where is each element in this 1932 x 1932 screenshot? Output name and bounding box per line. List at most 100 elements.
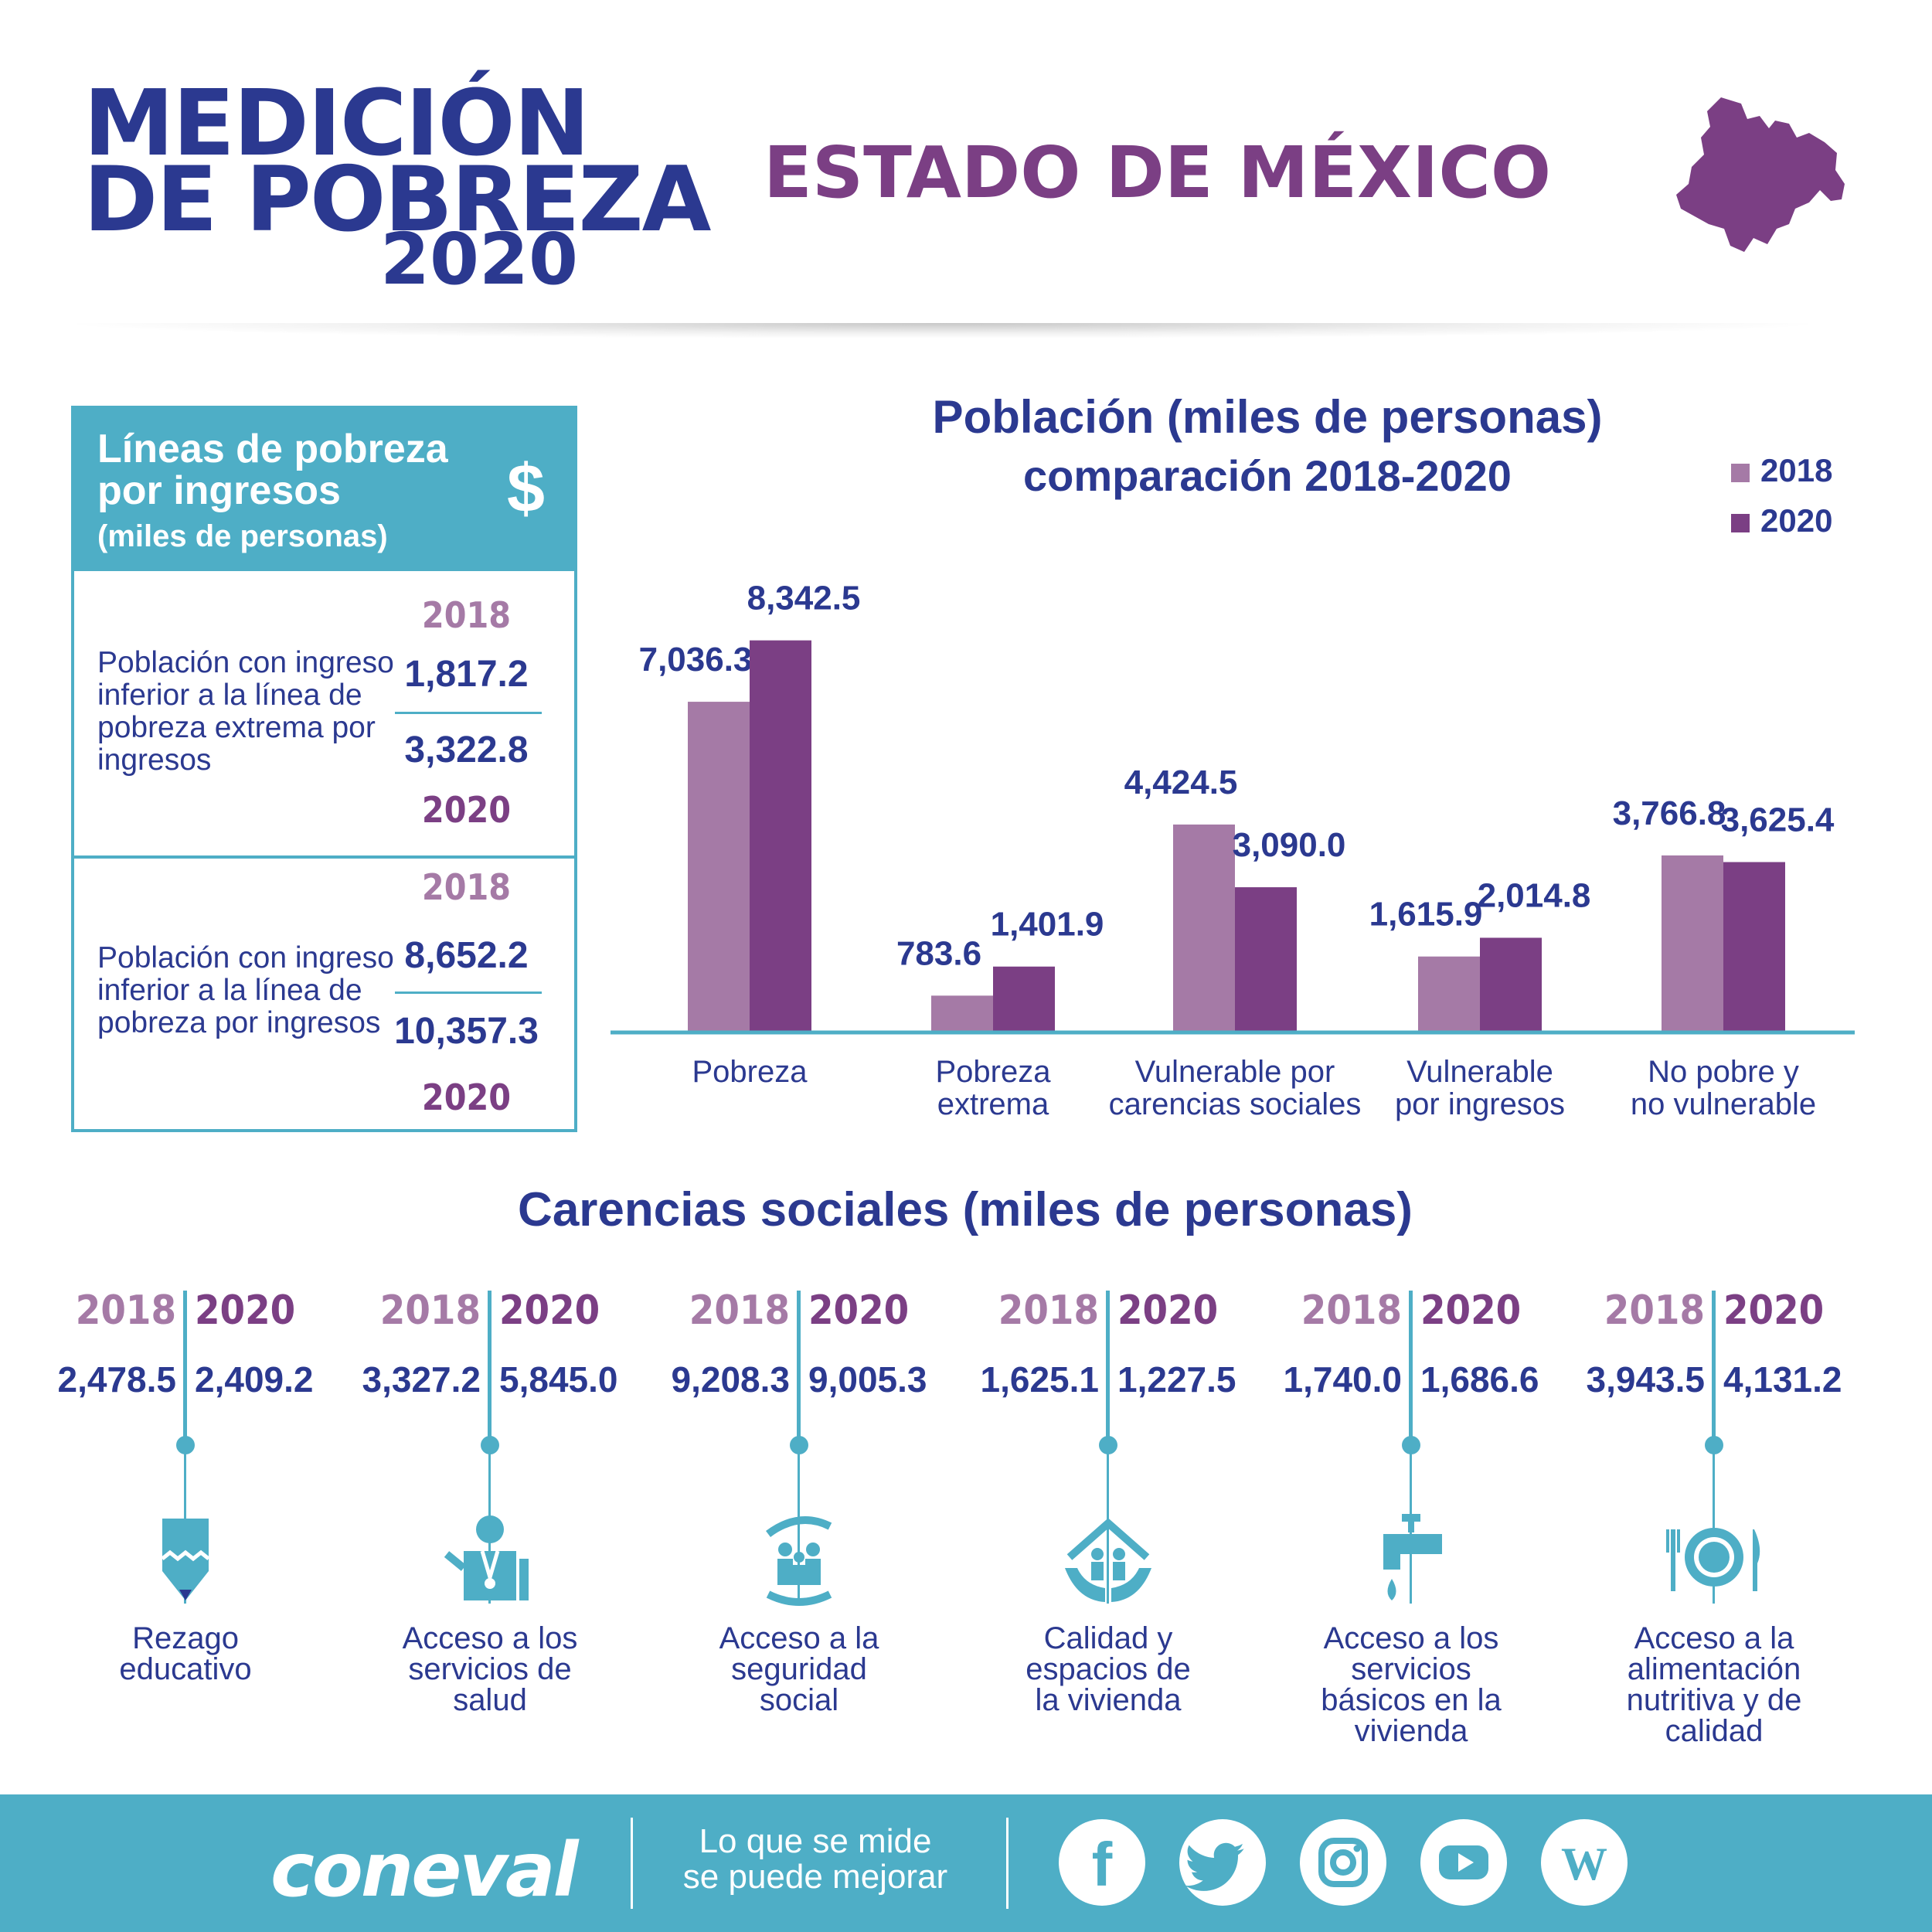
carencia-name-line: básicos en la bbox=[1321, 1683, 1502, 1717]
bar-2020-1 bbox=[750, 640, 811, 1032]
carencia-name-line: salud bbox=[453, 1683, 527, 1717]
carencia-name-line: seguridad bbox=[731, 1652, 867, 1686]
carencia-year-2018: 2018 bbox=[379, 1287, 481, 1334]
bar-2018-1 bbox=[688, 702, 750, 1032]
svg-text:f: f bbox=[1092, 1830, 1113, 1899]
category-label-5: no vulnerable bbox=[1631, 1087, 1816, 1121]
carencia-6: 2018 2020 3,943.5 4,131.2 Acceso a la aliment… bbox=[1560, 1283, 1869, 1762]
carencia-value-2018: 3,327.2 bbox=[362, 1359, 481, 1400]
house-hands-icon bbox=[1065, 1518, 1151, 1602]
youtube-icon[interactable] bbox=[1420, 1819, 1507, 1906]
carencia-name-line: social bbox=[759, 1683, 839, 1717]
carencia-name-line: Acceso a la bbox=[719, 1621, 879, 1655]
income-year-2020: 2020 bbox=[421, 789, 512, 831]
carencia-name: Acceso a los servicios de salud bbox=[335, 1623, 645, 1716]
population-bar-chart: 7,036.3 8,342.5 Pobreza 783.6 1,401.9 Pobreza… bbox=[611, 580, 1855, 1121]
carencia-value-2018: 2,478.5 bbox=[57, 1359, 176, 1400]
data-label-2020-3: 3,090.0 bbox=[1233, 826, 1346, 864]
category-label-4: Vulnerable bbox=[1406, 1055, 1553, 1089]
data-label-2020-4: 2,014.8 bbox=[1478, 876, 1591, 914]
carencia-value-2020: 4,131.2 bbox=[1723, 1359, 1842, 1400]
carencia-year-2020: 2020 bbox=[499, 1287, 600, 1334]
doctor-icon bbox=[444, 1515, 529, 1600]
category-label-3: carencias sociales bbox=[1109, 1087, 1362, 1121]
income-value-2018: 8,652.2 bbox=[404, 935, 529, 976]
pencil-icon bbox=[161, 1519, 210, 1600]
carencia-name-line: alimentación bbox=[1627, 1652, 1801, 1686]
data-label-2018-1: 7,036.3 bbox=[639, 641, 753, 679]
header-divider bbox=[77, 323, 1808, 338]
carencia-year-2020: 2020 bbox=[195, 1287, 296, 1334]
income-divider bbox=[395, 992, 542, 994]
carencia-year-2020: 2020 bbox=[1117, 1287, 1219, 1334]
carencia-name: Rezago educativo bbox=[31, 1623, 340, 1685]
year-divider bbox=[797, 1291, 801, 1445]
family-hands-icon bbox=[766, 1516, 832, 1606]
twitter-icon[interactable] bbox=[1179, 1819, 1266, 1906]
bar-2020-4 bbox=[1480, 937, 1542, 1032]
slogan-line2: se puede mejorar bbox=[682, 1858, 948, 1896]
legend-swatch-2020 bbox=[1731, 513, 1750, 532]
bar-2020-3 bbox=[1235, 887, 1297, 1032]
category-label-3: Vulnerable por bbox=[1135, 1055, 1335, 1089]
carencia-name-line: servicios de bbox=[408, 1652, 572, 1686]
carencia-1: 2018 2020 2,478.5 2,409.2 Rezago educativo bbox=[31, 1283, 340, 1762]
logo-line1: MEDICIÓN bbox=[83, 70, 590, 176]
carencia-year-2018: 2018 bbox=[75, 1287, 176, 1334]
carencia-name: Calidad y espacios de la vivienda bbox=[954, 1623, 1263, 1716]
instagram-icon[interactable] bbox=[1300, 1819, 1386, 1906]
connector-dot bbox=[1402, 1436, 1420, 1454]
carencia-name-line: espacios de bbox=[1026, 1652, 1191, 1686]
carencia-name: Acceso a la seguridad social bbox=[645, 1623, 954, 1716]
data-label-2018-5: 3,766.8 bbox=[1613, 794, 1726, 832]
legend-label-2020: 2020 bbox=[1760, 502, 1833, 539]
carencia-name: Acceso a los servicios básicos en la vivien… bbox=[1257, 1623, 1566, 1747]
bar-2020-5 bbox=[1723, 862, 1785, 1032]
income-title-line2: por ingresos bbox=[97, 468, 341, 513]
state-title: ESTADO DE MÉXICO bbox=[764, 131, 1552, 214]
logo-year: 2020 bbox=[379, 218, 578, 301]
carencia-year-2020: 2020 bbox=[1723, 1287, 1825, 1334]
facebook-icon[interactable]: f bbox=[1059, 1819, 1145, 1906]
carencia-value-2020: 1,686.6 bbox=[1420, 1359, 1539, 1400]
bar-2018-3 bbox=[1173, 824, 1235, 1032]
data-label-2018-4: 1,615.9 bbox=[1369, 896, 1483, 934]
carencia-value-2018: 3,943.5 bbox=[1586, 1359, 1705, 1400]
carencia-2: 2018 2020 3,327.2 5,845.0 Acceso a los servic… bbox=[335, 1283, 645, 1762]
income-lines-panel: Líneas de pobreza por ingresos (miles de… bbox=[71, 406, 577, 1132]
carencia-year-2018: 2018 bbox=[689, 1287, 790, 1334]
connector-dot bbox=[790, 1436, 808, 1454]
carencia-name-line: servicios bbox=[1351, 1652, 1471, 1686]
carencia-5: 2018 2020 1,740.0 1,686.6 Acceso a los servic… bbox=[1257, 1283, 1566, 1762]
slogan-line1: Lo que se mide bbox=[699, 1822, 932, 1860]
faucet-icon bbox=[1383, 1514, 1442, 1600]
connector-line bbox=[1713, 1437, 1715, 1604]
category-label-2: Pobreza bbox=[936, 1055, 1052, 1089]
carencia-year-2020: 2020 bbox=[1420, 1287, 1522, 1334]
carencia-value-2020: 2,409.2 bbox=[195, 1359, 314, 1400]
carencia-name: Acceso a la alimentación nutritiva y de cal… bbox=[1560, 1623, 1869, 1747]
carencia-year-2018: 2018 bbox=[998, 1287, 1099, 1334]
income-value-2020: 10,357.3 bbox=[394, 1011, 539, 1052]
income-year-2018: 2018 bbox=[421, 594, 512, 636]
bar-2018-2 bbox=[931, 995, 993, 1032]
carencia-name-line: Calidad y bbox=[1043, 1621, 1173, 1655]
footer-slogan: Lo que se mide se puede mejorar bbox=[649, 1824, 981, 1895]
chart-subtitle: comparación 2018-2020 bbox=[1023, 451, 1512, 500]
data-label-2018-3: 4,424.5 bbox=[1124, 764, 1238, 801]
year-divider bbox=[1712, 1291, 1716, 1445]
carencia-year-2018: 2018 bbox=[1604, 1287, 1705, 1334]
coneval-logo: coneval bbox=[270, 1827, 579, 1913]
category-label-1: Pobreza bbox=[692, 1055, 808, 1089]
income-row-label: Población con ingreso inferior a la líne… bbox=[97, 646, 394, 777]
data-label-2020-5: 3,625.4 bbox=[1721, 801, 1835, 839]
data-label-2020-1: 8,342.5 bbox=[747, 580, 861, 617]
carencia-name-line: nutritiva y de bbox=[1626, 1683, 1802, 1717]
carencia-name-line: la vivienda bbox=[1035, 1683, 1182, 1717]
estado-de-mexico-map-icon bbox=[1676, 97, 1845, 252]
connector-dot bbox=[176, 1436, 195, 1454]
category-label-4: por ingresos bbox=[1395, 1087, 1565, 1121]
wordpress-icon[interactable]: W bbox=[1541, 1819, 1628, 1906]
year-divider bbox=[1409, 1291, 1413, 1445]
carencia-year-2020: 2020 bbox=[808, 1287, 910, 1334]
